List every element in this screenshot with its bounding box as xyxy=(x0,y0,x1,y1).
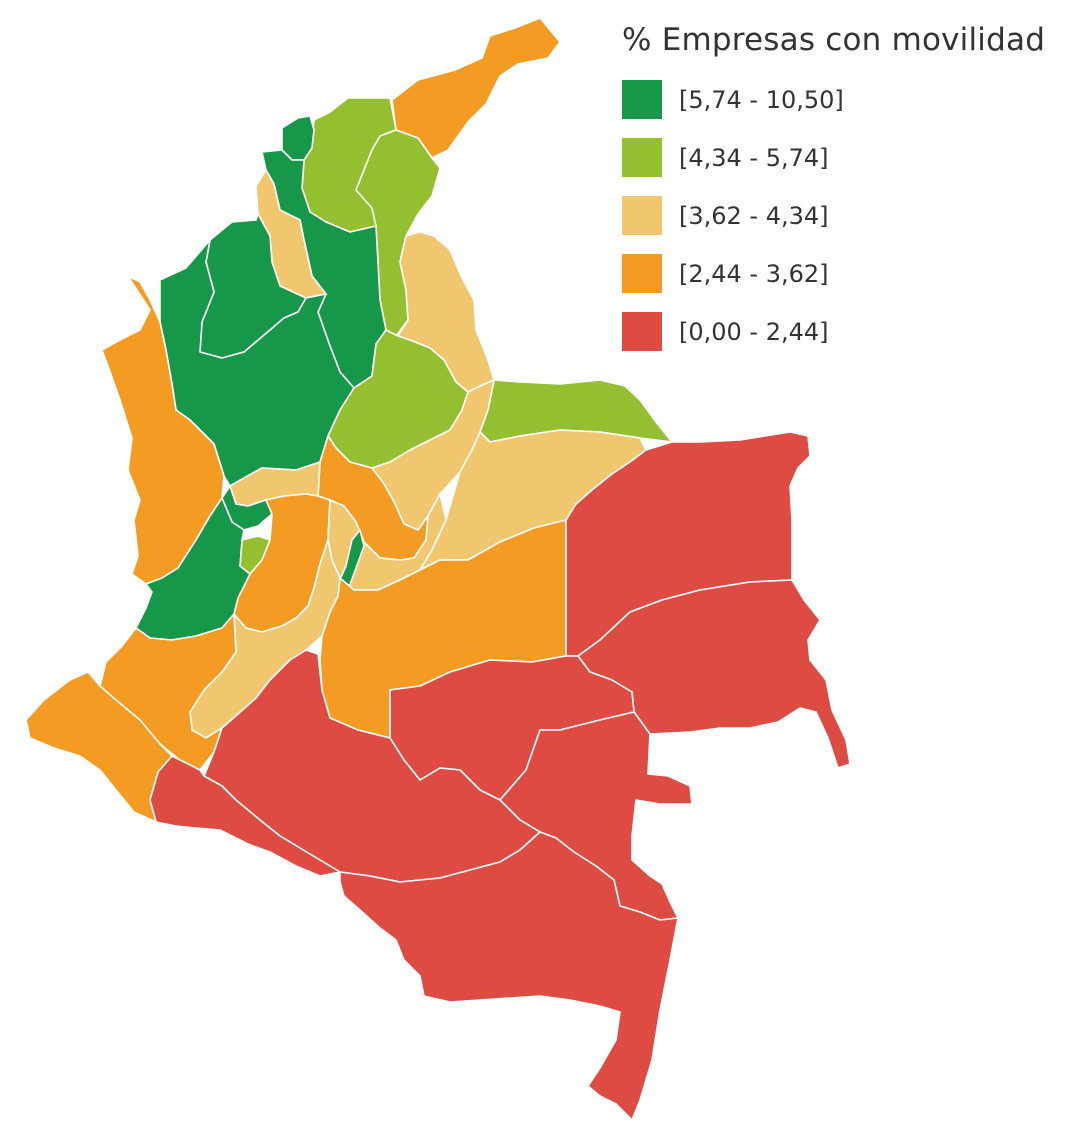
legend-label: [0,00 - 2,44] xyxy=(679,317,829,346)
legend: % Empresas con movilidad [5,74 - 10,50] … xyxy=(622,22,1072,370)
legend-item: [4,34 - 5,74] xyxy=(622,138,1072,177)
legend-item: [0,00 - 2,44] xyxy=(622,312,1072,351)
legend-swatch xyxy=(622,254,662,293)
legend-title: % Empresas con movilidad xyxy=(622,22,1046,58)
region-atlantico xyxy=(281,115,315,161)
legend-item: [2,44 - 3,62] xyxy=(622,254,1072,293)
legend-swatch xyxy=(622,196,662,235)
legend-swatch xyxy=(622,138,662,177)
region-putumayo xyxy=(149,755,341,877)
region-amazonas xyxy=(339,831,679,1121)
region-narino-coast xyxy=(25,671,173,823)
legend-item: [3,62 - 4,34] xyxy=(622,196,1072,235)
legend-label: [3,62 - 4,34] xyxy=(679,201,829,230)
legend-label: [5,74 - 10,50] xyxy=(679,85,844,114)
legend-label: [2,44 - 3,62] xyxy=(679,259,829,288)
legend-swatch xyxy=(622,80,662,119)
legend-item: [5,74 - 10,50] xyxy=(622,80,1072,119)
legend-swatch xyxy=(622,312,662,351)
legend-label: [4,34 - 5,74] xyxy=(679,143,829,172)
